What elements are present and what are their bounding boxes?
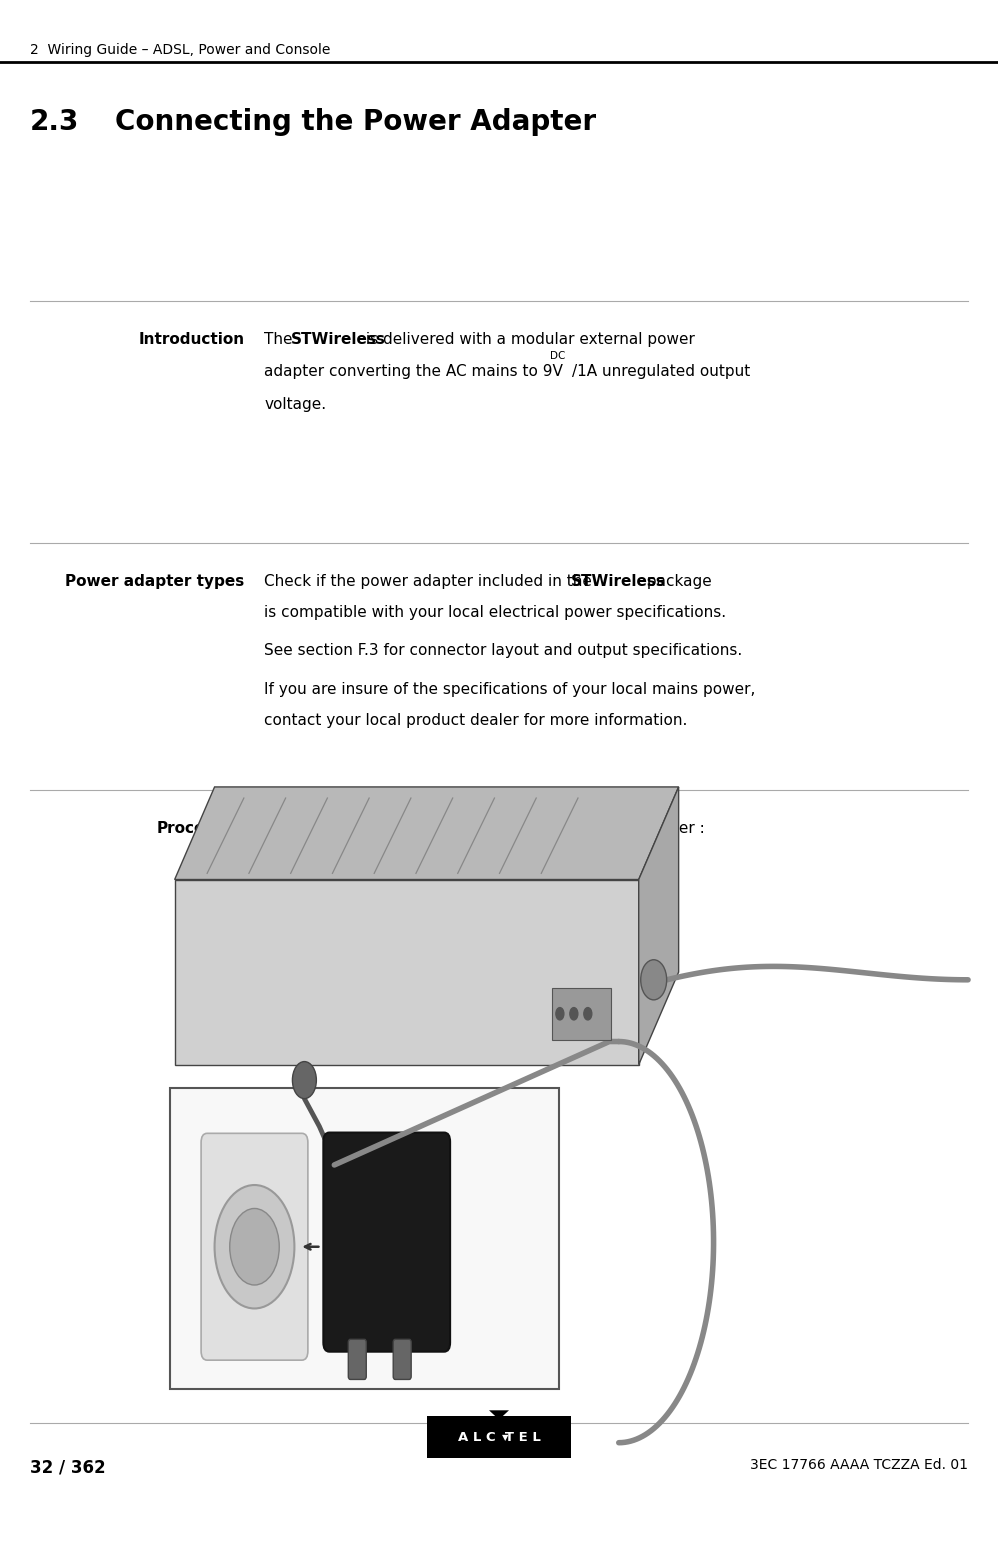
Text: is compatible with your local electrical power specifications.: is compatible with your local electrical… xyxy=(264,605,727,620)
Bar xyxy=(170,1088,559,1389)
Circle shape xyxy=(556,1008,564,1020)
Text: A L C  T E L: A L C T E L xyxy=(457,1430,541,1444)
Text: Power adapter types: Power adapter types xyxy=(65,574,245,589)
Text: If you are insure of the specifications of your local mains power,: If you are insure of the specifications … xyxy=(264,682,755,697)
Polygon shape xyxy=(639,787,679,1065)
Text: Proceed as follows to connect the power supply adapter :: Proceed as follows to connect the power … xyxy=(264,821,706,836)
Text: STWireless: STWireless xyxy=(571,574,666,589)
Text: STWireless: STWireless xyxy=(290,332,385,347)
Text: Introduction: Introduction xyxy=(139,332,245,347)
Text: package: package xyxy=(642,574,712,589)
Circle shape xyxy=(292,1062,316,1099)
FancyBboxPatch shape xyxy=(348,1339,366,1379)
Text: 3EC 17766 AAAA TCZZA Ed. 01: 3EC 17766 AAAA TCZZA Ed. 01 xyxy=(750,1458,968,1472)
Text: DC: DC xyxy=(322,1170,341,1182)
Bar xyxy=(426,1416,571,1458)
Text: 32 / 362: 32 / 362 xyxy=(30,1458,106,1477)
Circle shape xyxy=(215,1185,294,1308)
Polygon shape xyxy=(489,1410,509,1420)
Text: /1A unregulated output: /1A unregulated output xyxy=(572,364,750,380)
Circle shape xyxy=(584,1008,592,1020)
Polygon shape xyxy=(175,880,639,1065)
Text: 2  Wiring Guide – ADSL, Power and Console: 2 Wiring Guide – ADSL, Power and Console xyxy=(30,43,330,57)
Text: See section F.3 for connector layout and output specifications.: See section F.3 for connector layout and… xyxy=(264,643,743,659)
Text: DC: DC xyxy=(550,352,565,361)
FancyBboxPatch shape xyxy=(201,1133,307,1361)
Circle shape xyxy=(570,1008,578,1020)
Text: The: The xyxy=(264,332,297,347)
Text: is delivered with a modular external power: is delivered with a modular external pow… xyxy=(361,332,696,347)
Text: 2.3: 2.3 xyxy=(30,108,79,136)
Text: voltage.: voltage. xyxy=(264,397,326,412)
Text: Connecting the Power Adapter: Connecting the Power Adapter xyxy=(115,108,596,136)
Polygon shape xyxy=(175,787,679,880)
FancyBboxPatch shape xyxy=(552,988,611,1040)
FancyBboxPatch shape xyxy=(393,1339,411,1379)
Circle shape xyxy=(230,1208,279,1285)
FancyBboxPatch shape xyxy=(323,1133,450,1352)
Text: Procedure: Procedure xyxy=(157,821,245,836)
Text: Check if the power adapter included in the: Check if the power adapter included in t… xyxy=(264,574,597,589)
Text: adapter converting the AC mains to 9V: adapter converting the AC mains to 9V xyxy=(264,364,563,380)
Text: contact your local product dealer for more information.: contact your local product dealer for mo… xyxy=(264,713,688,728)
Circle shape xyxy=(641,960,667,1000)
Text: ▼: ▼ xyxy=(502,1433,509,1441)
